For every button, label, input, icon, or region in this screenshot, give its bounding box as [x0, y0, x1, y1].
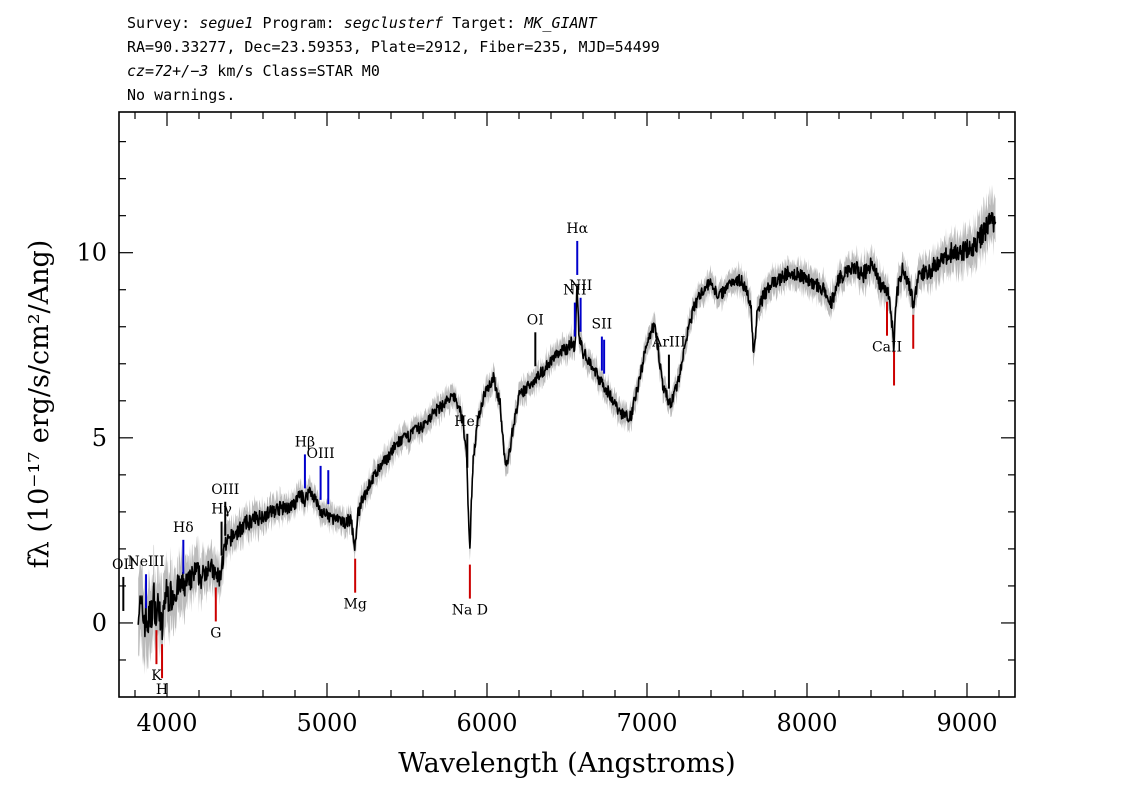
program-value: segclusterf: [343, 14, 444, 32]
y-tick-label: 0: [92, 609, 107, 637]
survey-value: segue1: [199, 14, 254, 32]
x-tick-label: 8000: [776, 709, 837, 737]
y-tick-label: 5: [92, 424, 107, 452]
x-tick-label: 6000: [456, 709, 517, 737]
program-label: Program:: [253, 14, 344, 32]
line-label-22: CaII: [879, 390, 909, 406]
line-label-18: SII: [592, 317, 613, 333]
line-label-14: OI: [527, 312, 544, 328]
line-label-16: Hα: [566, 221, 588, 237]
line-label-8: Hβ: [295, 434, 315, 450]
line-label-2: K: [151, 668, 162, 684]
class-value: km/s Class=STAR M0: [208, 62, 380, 80]
line-label-12: HeI: [454, 414, 480, 430]
line-label-4: Hδ: [173, 520, 194, 536]
plot-frame: [118, 111, 1016, 698]
line-label-19: SII: [594, 320, 615, 336]
header-line-2: RA=90.33277, Dec=23.59353, Plate=2912, F…: [127, 38, 660, 56]
line-label-9: OIII: [307, 446, 335, 462]
line-label-0: OII: [112, 557, 135, 573]
line-label-10: OIII: [314, 450, 342, 466]
line-label-6: Hγ: [211, 502, 232, 518]
flux-series-line: [137, 212, 997, 641]
target-label: Target:: [443, 14, 525, 32]
line-label-11: Mg: [344, 597, 367, 613]
target-value: MK_GIANT: [524, 14, 597, 32]
error-band-layer: [138, 184, 996, 680]
header-line-4: No warnings.: [127, 86, 236, 104]
x-tick-label: 9000: [936, 709, 997, 737]
y-tick-label: 10: [76, 239, 107, 267]
flux-error-band: [138, 184, 996, 680]
y-axis-title: fλ (10⁻¹⁷ erg/s/cm²/Ang): [24, 240, 55, 569]
line-label-15: NII: [563, 283, 586, 299]
ticks-layer: 4000 5000 6000 7000 8000 9000 0 5 10: [76, 112, 1015, 737]
line-label-3: H: [156, 682, 168, 698]
line-label-7: OIII: [211, 482, 239, 498]
line-label-1: NeIII: [127, 554, 164, 570]
line-label-5: G: [210, 625, 221, 641]
x-tick-label: 4000: [136, 709, 197, 737]
line-label-13: Na D: [452, 603, 488, 619]
line-label-17: NII: [569, 278, 592, 294]
x-axis-title: Wavelength (Angstroms): [398, 748, 735, 779]
header-line-1: Survey: segue1 Program: segclusterf Targ…: [127, 14, 597, 32]
flux-layer: [137, 212, 997, 641]
line-label-20: ArIII: [651, 335, 685, 351]
line-label-23: CaII: [898, 353, 928, 369]
survey-label: Survey:: [127, 14, 200, 32]
header-line-3: cz=72+/−3 km/s Class=STAR M0: [127, 62, 380, 80]
redshift-value: cz=72+/−3: [127, 62, 209, 80]
x-tick-label: 7000: [616, 709, 677, 737]
x-tick-label: 5000: [296, 709, 357, 737]
